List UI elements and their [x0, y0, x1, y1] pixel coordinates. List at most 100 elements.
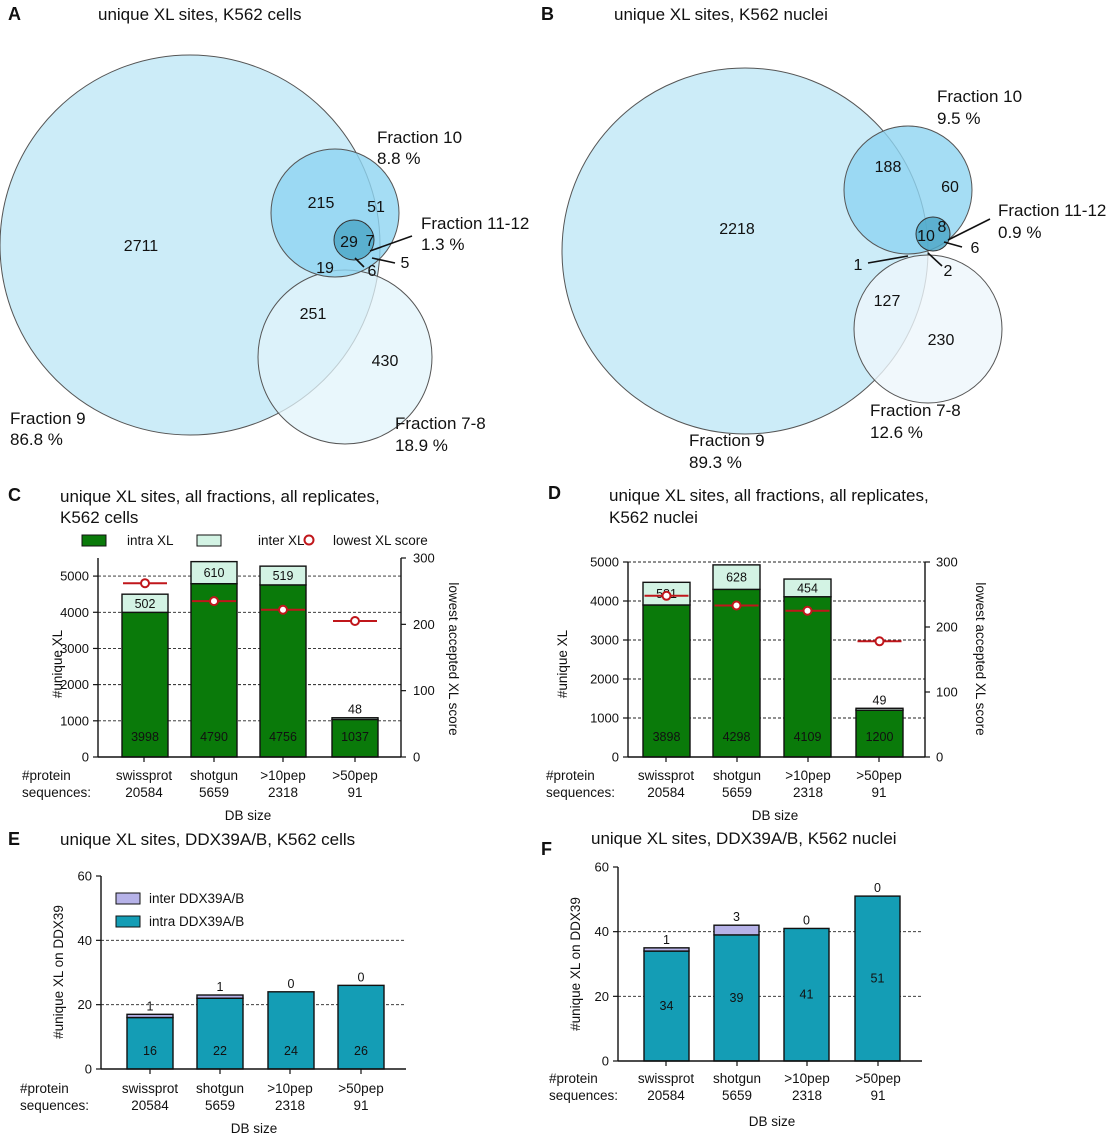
venn-b-fraction78-circle — [853, 254, 1003, 404]
venn-b-lead1-value: 1 — [854, 257, 863, 274]
venn-b-fraction10-pct: 9.5 % — [937, 109, 980, 128]
d-x-count-3: 2318 — [793, 785, 823, 800]
d-x-category-1: swissprot — [638, 768, 695, 783]
venn-a-only10-value: 215 — [308, 195, 335, 212]
e-bar-4-base-label: 26 — [354, 1044, 368, 1058]
venn-a-fraction10-label: Fraction 10 — [377, 128, 462, 147]
f-bar-4-base — [854, 895, 901, 1062]
e-bar-1-base-label: 16 — [143, 1044, 157, 1058]
e-bar-1-top — [126, 1013, 174, 1019]
c-bar-2-top-label: 610 — [204, 566, 225, 580]
venn-b-fraction78-pct: 12.6 % — [870, 423, 923, 442]
venn-b-9-78-value: 127 — [874, 293, 901, 310]
e-bar-4-top-label: 0 — [358, 970, 365, 984]
venn-b-leader-2 — [927, 252, 943, 267]
e-protein-line1: #protein — [20, 1081, 69, 1096]
f-x-count-1: 20584 — [647, 1088, 685, 1103]
venn-b-fraction1112-circle — [915, 216, 951, 252]
legend-e-intra-label: intra DDX39A/B — [149, 914, 244, 929]
venn-b-only9-value: 2218 — [719, 221, 755, 238]
f-bar-4-base-label: 51 — [871, 972, 885, 986]
f-x-category-3: >10pep — [784, 1071, 829, 1086]
f-bar-1-top-label: 1 — [663, 933, 670, 947]
legend-c-intra-swatch — [81, 534, 107, 547]
venn-a-leader-5 — [371, 257, 396, 264]
panel-b: B unique XL sites, K562 nuclei 2218 188 … — [541, 4, 1106, 472]
panel-a: A unique XL sites, K562 cells 2711 215 5… — [0, 4, 529, 455]
venn-a-fraction1112-circle — [333, 219, 375, 261]
d-x-category-3: >10pep — [785, 768, 830, 783]
c-bar-3-top-label: 519 — [273, 569, 294, 583]
c-bar-1-top-label: 502 — [135, 597, 156, 611]
legend-c-score-label: lowest XL score — [333, 533, 428, 548]
venn-a-fraction78-pct: 18.9 % — [395, 436, 448, 455]
legend-c-score-marker — [303, 534, 315, 546]
d-protein-line1: #protein — [546, 768, 595, 783]
d-bar-4-top — [855, 707, 904, 711]
venn-a-78-1112-value: 5 — [401, 255, 410, 272]
legend-e: inter DDX39A/B intra DDX39A/B — [115, 891, 244, 929]
f-bar-2-top — [713, 924, 760, 936]
c-y2label: lowest accepted XL score — [446, 582, 461, 735]
venn-a-leader-1112 — [369, 235, 413, 252]
e-x-category-1: swissprot — [122, 1081, 179, 1096]
venn-b-fraction1112-pct: 0.9 % — [998, 223, 1041, 242]
d-ylabel: #unique XL — [555, 629, 570, 698]
c-score-point-2 — [209, 596, 219, 607]
c-x-count-4: 91 — [347, 785, 362, 800]
c-bar-4-base-label: 1037 — [341, 730, 369, 744]
d-y-tick-label: 0 — [612, 750, 619, 765]
panel-a-title: unique XL sites, K562 cells — [98, 5, 302, 24]
venn-b-leader-1 — [867, 255, 909, 264]
legend-c-inter-label: inter XL — [258, 533, 305, 548]
e-y-tick-label: 20 — [78, 997, 92, 1012]
panel-c: C unique XL sites, all fractions, all re… — [8, 485, 461, 823]
e-bar-3-base-label: 24 — [284, 1044, 298, 1058]
venn-b-fraction10-label: Fraction 10 — [937, 87, 1022, 106]
e-bar-1-base — [126, 1016, 174, 1070]
venn-b-only10-value: 188 — [875, 159, 902, 176]
d-y2-tick-label: 200 — [936, 620, 958, 635]
f-x-category-2: shotgun — [713, 1071, 761, 1086]
venn-a-only9-value: 2711 — [124, 238, 159, 255]
e-protein-line2: sequences: — [20, 1098, 89, 1113]
panel-letter-d: D — [548, 483, 561, 503]
d-bar-3-top-label: 454 — [797, 581, 818, 595]
panel-letter-a: A — [8, 4, 21, 24]
panel-letter-f: F — [541, 839, 552, 859]
d-y-tick-label: 1000 — [590, 711, 619, 726]
d-y2-tick-label: 0 — [936, 750, 943, 765]
e-x-category-3: >10pep — [267, 1081, 312, 1096]
f-bar-4-top-label: 0 — [874, 881, 881, 895]
e-ylabel: #unique XL on DDX39 — [51, 905, 66, 1039]
f-x-count-3: 2318 — [792, 1088, 822, 1103]
legend-e-intra-swatch — [115, 915, 141, 928]
e-bar-4-base — [337, 984, 385, 1070]
f-bar-3-top-label: 0 — [803, 913, 810, 927]
c-xlabel: DB size — [225, 808, 272, 823]
e-x-category-2: shotgun — [196, 1081, 244, 1096]
c-y2-tick-label: 300 — [413, 551, 435, 566]
e-y-tick-label: 40 — [78, 933, 92, 948]
venn-a-leader-6 — [354, 257, 365, 268]
venn-a-fraction9-pct: 86.8 % — [10, 430, 63, 449]
c-bar-3-top — [259, 565, 307, 586]
venn-a-9-78-1112-value: 6 — [368, 263, 377, 280]
f-y-tick-label: 20 — [595, 989, 609, 1004]
d-score-point-4 — [874, 636, 885, 647]
c-x-category-4: >50pep — [332, 768, 377, 783]
f-x-count-2: 5659 — [722, 1088, 752, 1103]
venn-b-lead2-value: 2 — [944, 263, 953, 280]
f-y-tick-label: 40 — [595, 924, 609, 939]
legend-c-inter-swatch — [196, 534, 222, 547]
d-score-point-3 — [802, 605, 813, 616]
legend-e-inter-swatch — [115, 892, 141, 905]
d-bar-3-base — [783, 596, 832, 758]
d-bar-4-base-label: 1200 — [866, 730, 894, 744]
f-x-count-4: 91 — [870, 1088, 885, 1103]
e-x-count-3: 2318 — [275, 1098, 305, 1113]
panel-letter-e: E — [8, 829, 20, 849]
f-ylabel: #unique XL on DDX39 — [568, 897, 583, 1031]
d-bar-4-base — [855, 709, 904, 758]
venn-a-fraction1112-label: Fraction 11-12 — [421, 214, 529, 233]
